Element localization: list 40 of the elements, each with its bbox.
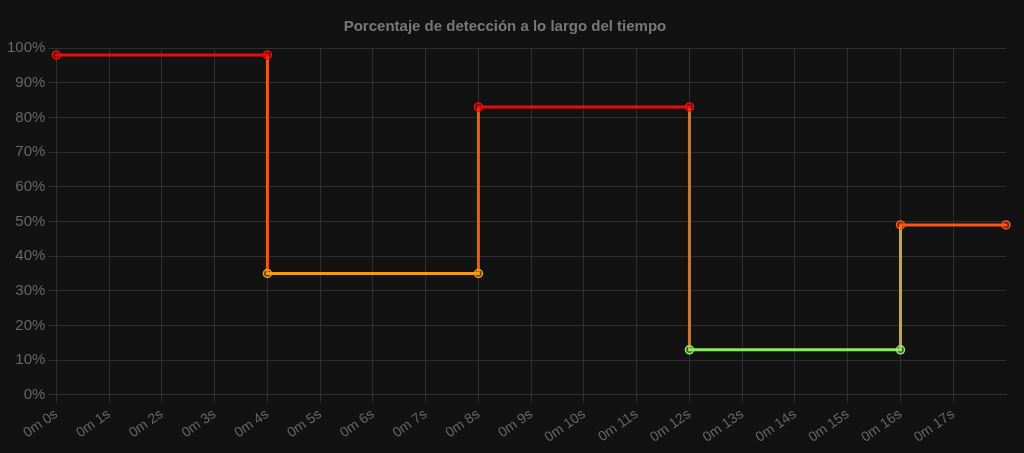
x-tick-label: 0m 5s [283, 405, 325, 441]
point [262, 50, 273, 60]
y-tick-label: 60% [15, 176, 46, 194]
y-tick-label: 50% [15, 211, 46, 229]
point [895, 220, 906, 230]
y-tick-label: 20% [15, 315, 46, 333]
x-tick-label: 0m 4s [230, 405, 272, 441]
x-tick-label: 0m 9s [494, 405, 536, 441]
x-tick-label: 0m 12s [646, 405, 694, 445]
y-tick-label: 70% [15, 142, 46, 160]
y-tick-label: 80% [15, 107, 46, 125]
x-tick-label: 0m 13s [699, 405, 747, 445]
x-tick-label: 0m 16s [857, 405, 905, 445]
x-tick-label: 0m 17s [910, 405, 958, 445]
x-tick-label: 0m 2s [125, 405, 166, 441]
x-tick-label: 0m 10s [541, 405, 588, 445]
x-tick-label: 0m 7s [389, 405, 430, 441]
y-tick-label: 0% [23, 385, 46, 403]
y-tick-label: 90% [15, 72, 46, 90]
x-tick-label: 0m 11s [594, 405, 641, 445]
point [51, 50, 62, 60]
y-tick-label: 30% [15, 280, 46, 298]
x-tick-label: 0m 3s [178, 405, 219, 441]
point [895, 345, 906, 355]
x-tick-label: 0m 1s [72, 405, 114, 441]
point [262, 268, 273, 279]
chart-title: Porcentaje de detección a lo largo del tiempo [343, 17, 667, 35]
x-tick-label: 0m 15s [804, 405, 852, 445]
point [684, 345, 695, 355]
y-tick-label: 100% [6, 38, 46, 56]
x-tick-label: 0m 14s [752, 405, 799, 445]
point [684, 102, 695, 112]
point [473, 268, 484, 279]
point [473, 102, 484, 112]
y-tick-label: 40% [15, 246, 46, 264]
point [1001, 220, 1011, 230]
x-tick-label: 0m 6s [336, 405, 377, 441]
x-tick-label: 0m 8s [441, 405, 483, 441]
x-tick-label: 0m 0s [19, 405, 61, 441]
y-tick-label: 10% [15, 350, 46, 368]
